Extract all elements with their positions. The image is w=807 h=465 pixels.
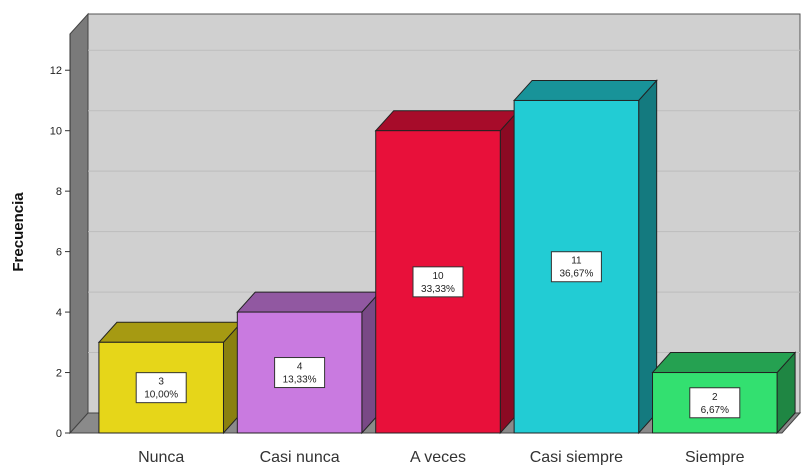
bar-top — [97, 321, 243, 343]
x-axis: Nunca Casi nunca A veces Casi siempre Siempr… — [138, 449, 745, 465]
bars: 3 10,00% 4 13,33% 10 33,33% 11 36,67% 2 6,67% — [97, 79, 797, 435]
bar-nunca: 3 10,00% — [97, 321, 243, 435]
data-label-percent: 10,00% — [144, 390, 178, 401]
y-tick-label: 0 — [56, 428, 62, 440]
x-tick-label: Casi siempre — [530, 449, 623, 465]
x-tick-label: Siempre — [685, 449, 745, 465]
bar-top — [374, 110, 520, 132]
y-tick-label: 10 — [50, 126, 62, 138]
side-wall — [69, 12, 89, 435]
bar-casi-nunca: 4 13,33% — [236, 290, 382, 435]
bar-top — [236, 291, 382, 313]
data-label-box — [689, 387, 741, 419]
y-tick-label: 12 — [50, 65, 62, 77]
x-tick-label: Nunca — [138, 449, 184, 465]
data-label-count: 11 — [571, 256, 582, 267]
data-label-count: 10 — [432, 271, 444, 282]
data-label-percent: 36,67% — [559, 269, 593, 280]
y-tick-label: 4 — [56, 307, 62, 319]
data-label-box — [412, 266, 464, 298]
data-label-box — [550, 251, 602, 283]
data-label-box — [274, 357, 326, 389]
bar-casi-siempre: 11 36,67% — [512, 79, 658, 435]
data-label: 3 10,00% — [135, 372, 187, 404]
x-tick-label: Casi nunca — [260, 449, 340, 465]
bar-top — [512, 79, 658, 101]
data-label: 4 13,33% — [274, 357, 326, 389]
data-label: 2 6,67% — [689, 387, 741, 419]
data-label-percent: 13,33% — [283, 375, 317, 386]
y-axis-label: Frecuencia — [10, 192, 27, 272]
bar-siempre: 2 6,67% — [651, 351, 797, 435]
y-tick-label: 2 — [56, 368, 62, 380]
y-axis: 0 2 4 6 8 10 12 — [50, 34, 71, 440]
bar-a-veces: 10 33,33% — [374, 109, 520, 435]
data-label: 11 36,67% — [550, 251, 602, 283]
x-tick-label: A veces — [410, 449, 466, 465]
bar-top — [651, 352, 797, 374]
data-label-percent: 6,67% — [701, 405, 729, 416]
y-tick-label: 8 — [56, 186, 62, 198]
data-label: 10 33,33% — [412, 266, 464, 298]
data-label-percent: 33,33% — [421, 284, 455, 295]
data-label-box — [135, 372, 187, 404]
data-label-count: 4 — [297, 362, 303, 373]
y-tick-label: 6 — [56, 247, 62, 259]
data-label-count: 3 — [158, 377, 164, 388]
data-label-count: 2 — [712, 392, 718, 403]
